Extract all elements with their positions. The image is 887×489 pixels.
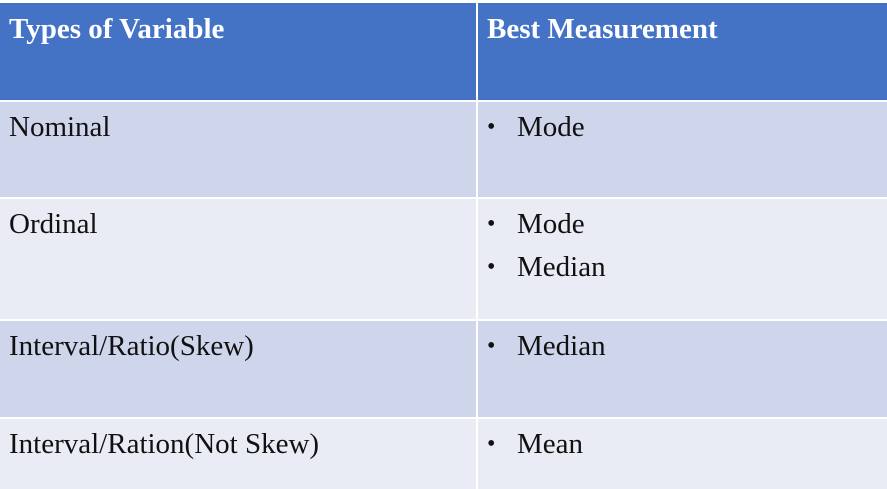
measurement-item: • Mode [487, 203, 878, 246]
bullet-icon: • [487, 431, 496, 457]
variable-type-cell: Nominal [0, 102, 478, 197]
variable-type-cell: Interval/Ratio(Skew) [0, 321, 478, 417]
measurement-cell: • Mode [478, 102, 887, 197]
bullet-icon: • [487, 254, 496, 280]
table-row: Ordinal • Mode • Median [0, 199, 887, 321]
measurement-item: • Mean [487, 423, 878, 466]
table-row: Nominal • Mode [0, 102, 887, 199]
measurement-item: • Mode [487, 106, 878, 149]
bullet-icon: • [487, 211, 496, 237]
variable-type-cell: Ordinal [0, 199, 478, 319]
measurement-cell: • Mode • Median [478, 199, 887, 319]
table-row: Interval/Ration(Not Skew) • Mean [0, 419, 887, 489]
variable-type-cell: Interval/Ration(Not Skew) [0, 419, 478, 489]
header-types-of-variable: Types of Variable [0, 3, 478, 100]
bullet-icon: • [487, 333, 496, 359]
table-header-row: Types of Variable Best Measurement [0, 3, 887, 102]
measurement-cell: • Median [478, 321, 887, 417]
header-best-measurement: Best Measurement [487, 13, 718, 45]
measurement-item: • Median [487, 325, 878, 368]
variable-measurement-table: Types of Variable Best Measurement Nomin… [0, 3, 887, 489]
measurement-item: • Median [487, 246, 878, 289]
table-row: Interval/Ratio(Skew) • Median [0, 321, 887, 419]
bullet-icon: • [487, 114, 496, 140]
measurement-cell: • Mean [478, 419, 887, 489]
